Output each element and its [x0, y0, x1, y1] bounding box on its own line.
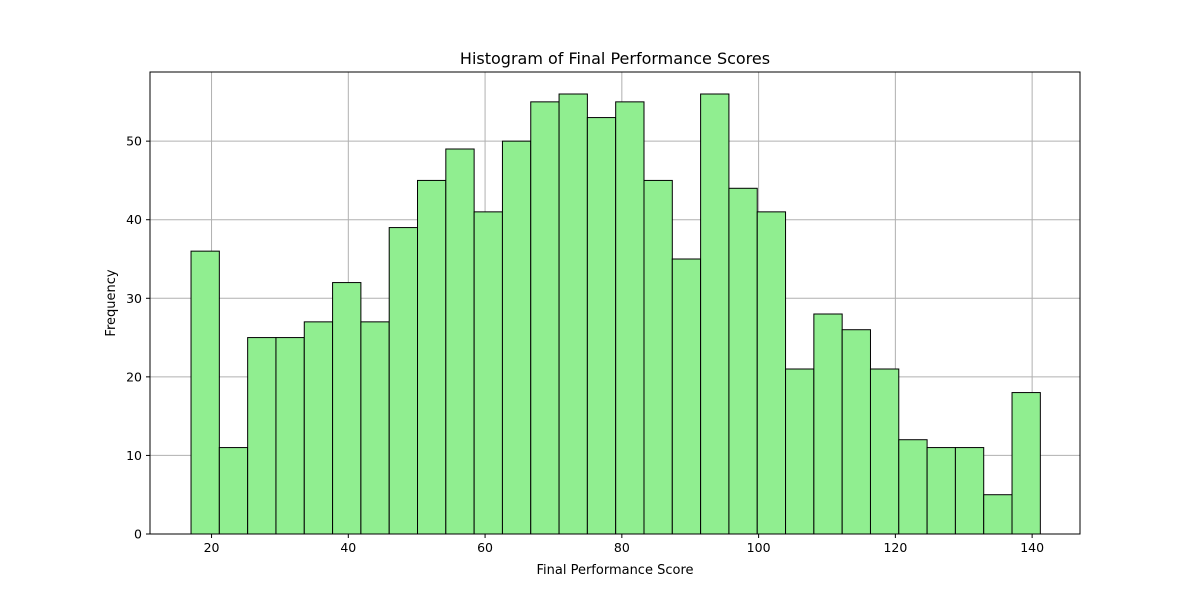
x-tick-label: 20 [204, 540, 220, 555]
x-tick-label: 120 [883, 540, 907, 555]
histogram-bar [615, 101, 645, 535]
histogram-bar [728, 187, 758, 535]
y-tick-label: 10 [126, 448, 142, 463]
x-axis-ticks: 20 40 60 80 100 120 140 [204, 534, 1044, 555]
y-tick-label: 0 [134, 527, 142, 542]
y-axis-ticks: 0 10 20 30 40 50 [126, 134, 150, 542]
histogram-bar [388, 227, 419, 535]
histogram-bar [898, 439, 928, 535]
y-tick-label: 40 [126, 212, 142, 227]
histogram-bar [1011, 392, 1041, 535]
plot-area-frame [149, 71, 1081, 535]
chart-title: Histogram of Final Performance Scores [460, 49, 770, 68]
x-tick-label: 40 [340, 540, 356, 555]
histogram-bar [756, 211, 787, 535]
histogram-bar [700, 93, 730, 535]
bars [190, 93, 1041, 535]
y-tick-label: 50 [126, 134, 142, 149]
histogram-bar [530, 101, 560, 535]
histogram-bar [558, 93, 588, 535]
histogram-bar [926, 447, 956, 535]
histogram-bar [785, 368, 815, 535]
x-axis-label: Final Performance Score [536, 563, 693, 578]
histogram-bar [247, 337, 277, 535]
histogram-bar [643, 179, 673, 535]
histogram-bar [501, 140, 532, 535]
histogram-bar [473, 211, 503, 535]
histogram-bar [417, 179, 447, 535]
histogram-bar [586, 117, 617, 535]
histogram-bar [360, 321, 390, 535]
y-tick-label: 30 [126, 291, 142, 306]
x-tick-label: 140 [1020, 540, 1044, 555]
histogram-bar [332, 282, 362, 535]
x-tick-label: 80 [614, 540, 630, 555]
histogram-bar [954, 447, 985, 535]
x-tick-label: 100 [747, 540, 771, 555]
histogram-bar [813, 313, 843, 535]
histogram-bar [190, 250, 220, 535]
y-tick-label: 20 [126, 369, 142, 384]
histogram-bar [671, 258, 702, 535]
histogram-bar [275, 337, 305, 535]
histogram-bar [218, 447, 249, 535]
histogram-bar [303, 321, 334, 535]
histogram-bar [983, 494, 1013, 535]
histogram-bar [841, 329, 871, 535]
histogram-bar [869, 368, 900, 535]
y-axis-label: Frequency [104, 269, 119, 336]
x-tick-label: 60 [477, 540, 493, 555]
histogram-bar [445, 148, 475, 535]
